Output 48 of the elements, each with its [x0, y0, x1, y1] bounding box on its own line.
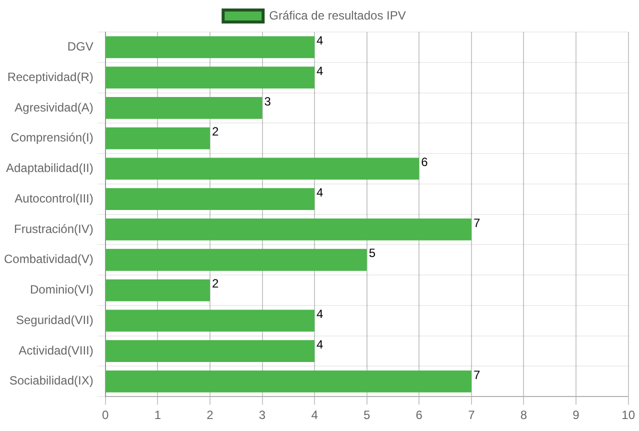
y-tick-label: Receptividad(R) [7, 70, 94, 84]
x-tick-label: 1 [154, 408, 162, 422]
bar [106, 66, 315, 89]
data-label: 7 [473, 368, 480, 382]
y-tick-label: Actividad(VIII) [18, 343, 94, 358]
y-tick-label: Dominio(VI) [30, 282, 94, 297]
y-tick-label: Frustración(IV) [14, 222, 94, 236]
data-label: 4 [316, 307, 324, 322]
data-label: 4 [316, 64, 324, 78]
x-tick-label: 5 [364, 408, 371, 422]
data-label: 3 [264, 94, 272, 108]
bar [106, 340, 315, 362]
x-tick-label: 10 [622, 408, 636, 422]
bar [106, 158, 420, 180]
x-tick-label: 0 [102, 408, 110, 422]
bar [106, 127, 210, 150]
legend-label: Gráfica de resultados IPV [269, 8, 406, 22]
bar [106, 279, 210, 302]
y-tick-label: Autocontrol(III) [14, 191, 94, 206]
y-tick-label: Agresividad(A) [14, 100, 94, 114]
data-label: 2 [212, 124, 219, 139]
bar [106, 310, 315, 332]
bar [106, 218, 472, 240]
x-tick-label: 9 [572, 408, 580, 422]
y-tick-label: Comprensión(I) [10, 130, 94, 145]
bar [106, 97, 262, 119]
x-tick-label: 8 [520, 408, 528, 422]
bar [106, 36, 315, 58]
data-label: 4 [316, 185, 324, 200]
x-tick-label: 7 [468, 408, 476, 422]
bar [106, 248, 367, 271]
data-label: 4 [316, 34, 324, 48]
y-tick-label: Adaptabilidad(II) [6, 161, 94, 176]
x-tick-label: 3 [258, 408, 266, 422]
x-tick-label: 2 [206, 408, 214, 422]
y-tick-label: Sociabilidad(IX) [9, 374, 94, 388]
y-tick-label: DGV [67, 40, 94, 54]
bar [106, 188, 315, 210]
x-tick-label: 6 [416, 408, 423, 422]
bar [106, 370, 472, 392]
data-label: 6 [421, 155, 428, 170]
data-label: 7 [473, 216, 480, 230]
data-label: 5 [368, 246, 376, 260]
data-label: 2 [212, 276, 219, 291]
y-tick-label: Combatividad(V) [4, 252, 94, 266]
y-tick-label: Seguridad(VII) [16, 312, 94, 327]
data-label: 4 [316, 337, 324, 352]
x-tick-label: 4 [311, 408, 318, 422]
